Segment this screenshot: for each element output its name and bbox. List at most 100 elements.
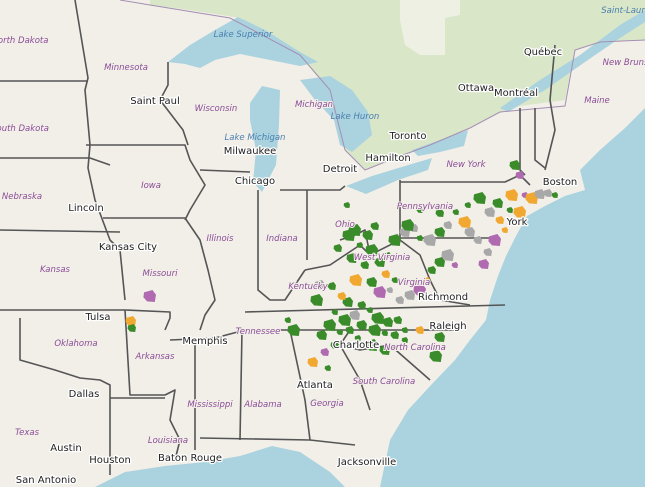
county-green[interactable] bbox=[393, 316, 402, 324]
county-green[interactable] bbox=[434, 332, 446, 342]
county-green[interactable] bbox=[371, 312, 384, 324]
state-label: Nebraska bbox=[2, 192, 42, 202]
county-green[interactable] bbox=[374, 257, 386, 267]
county-orange[interactable] bbox=[381, 270, 390, 278]
county-green[interactable] bbox=[427, 266, 436, 274]
county-green[interactable] bbox=[492, 198, 504, 208]
county-gray[interactable] bbox=[484, 207, 496, 217]
county-green[interactable] bbox=[401, 219, 414, 231]
county-green[interactable] bbox=[401, 327, 408, 333]
county-purple[interactable] bbox=[488, 234, 501, 246]
county-gray[interactable] bbox=[423, 234, 436, 246]
county-orange[interactable] bbox=[423, 277, 430, 283]
county-green[interactable] bbox=[435, 209, 444, 217]
lake-ontario bbox=[412, 130, 468, 156]
county-green[interactable] bbox=[345, 326, 354, 334]
county-orange[interactable] bbox=[349, 274, 362, 286]
county-green[interactable] bbox=[342, 229, 355, 241]
city-label: Boston bbox=[543, 177, 578, 188]
county-gray[interactable] bbox=[464, 227, 476, 237]
county-green[interactable] bbox=[366, 277, 378, 287]
county-green[interactable] bbox=[346, 253, 358, 263]
county-green[interactable] bbox=[368, 324, 381, 336]
county-green[interactable] bbox=[357, 301, 366, 309]
county-green[interactable] bbox=[416, 235, 423, 241]
county-green[interactable] bbox=[324, 365, 331, 371]
county-green[interactable] bbox=[390, 331, 399, 339]
county-green[interactable] bbox=[464, 202, 471, 208]
county-green[interactable] bbox=[336, 329, 343, 335]
county-orange[interactable] bbox=[337, 292, 346, 300]
county-gray[interactable] bbox=[483, 248, 492, 256]
county-gray[interactable] bbox=[395, 296, 404, 304]
county-green[interactable] bbox=[391, 277, 398, 283]
county-gray[interactable] bbox=[534, 189, 546, 199]
county-purple[interactable] bbox=[143, 290, 156, 302]
county-green[interactable] bbox=[416, 207, 423, 213]
county-green[interactable] bbox=[401, 337, 408, 343]
county-green[interactable] bbox=[384, 252, 391, 258]
county-green[interactable] bbox=[381, 330, 388, 336]
county-orange[interactable] bbox=[415, 326, 424, 334]
county-green[interactable] bbox=[343, 202, 350, 208]
county-orange[interactable] bbox=[458, 216, 471, 228]
county-orange[interactable] bbox=[307, 357, 319, 367]
county-green[interactable] bbox=[509, 160, 521, 170]
county-gray[interactable] bbox=[441, 249, 454, 261]
county-purple[interactable] bbox=[478, 259, 490, 269]
water-bodies bbox=[95, 10, 645, 487]
county-gray[interactable] bbox=[386, 287, 393, 293]
county-green[interactable] bbox=[551, 192, 558, 198]
county-green[interactable] bbox=[506, 207, 513, 213]
county-green[interactable] bbox=[366, 307, 373, 313]
county-green[interactable] bbox=[362, 230, 374, 240]
county-green[interactable] bbox=[434, 257, 446, 267]
county-green[interactable] bbox=[473, 192, 486, 204]
county-gray[interactable] bbox=[314, 280, 326, 290]
county-green[interactable] bbox=[434, 227, 446, 237]
county-purple[interactable] bbox=[451, 262, 458, 268]
county-green[interactable] bbox=[310, 294, 323, 306]
county-purple[interactable] bbox=[413, 284, 426, 296]
county-green[interactable] bbox=[287, 324, 300, 336]
county-green[interactable] bbox=[316, 330, 328, 340]
county-orange[interactable] bbox=[513, 206, 526, 218]
county-green[interactable] bbox=[356, 242, 363, 248]
county-green[interactable] bbox=[323, 319, 336, 331]
county-orange[interactable] bbox=[125, 316, 137, 326]
county-gray[interactable] bbox=[443, 221, 452, 229]
county-green[interactable] bbox=[429, 350, 442, 362]
county-orange[interactable] bbox=[505, 189, 518, 201]
county-green[interactable] bbox=[338, 314, 351, 326]
lake-erie bbox=[346, 158, 432, 194]
county-green[interactable] bbox=[388, 234, 401, 246]
county-orange[interactable] bbox=[501, 227, 508, 233]
county-green[interactable] bbox=[327, 282, 336, 290]
state-label: West Virginia bbox=[354, 253, 410, 263]
county-green[interactable] bbox=[452, 209, 459, 215]
county-green[interactable] bbox=[127, 324, 136, 332]
county-green[interactable] bbox=[126, 244, 133, 250]
county-green[interactable] bbox=[365, 244, 378, 256]
county-green[interactable] bbox=[333, 244, 342, 252]
county-orange[interactable] bbox=[495, 216, 504, 224]
county-purple[interactable] bbox=[515, 171, 524, 179]
county-purple[interactable] bbox=[320, 348, 329, 356]
county-green[interactable] bbox=[379, 345, 391, 355]
county-green[interactable] bbox=[382, 317, 394, 327]
county-green[interactable] bbox=[354, 335, 361, 341]
county-gray[interactable] bbox=[543, 189, 552, 197]
county-green[interactable] bbox=[331, 309, 338, 315]
county-green[interactable] bbox=[365, 339, 378, 351]
county-green[interactable] bbox=[356, 320, 368, 330]
county-green[interactable] bbox=[330, 341, 339, 349]
county-green[interactable] bbox=[284, 317, 291, 323]
water-label: Saint-Laurent bbox=[601, 6, 645, 16]
county-gray[interactable] bbox=[349, 310, 361, 320]
county-gray[interactable] bbox=[404, 290, 416, 300]
county-gray[interactable] bbox=[473, 236, 482, 244]
county-green[interactable] bbox=[360, 261, 369, 269]
county-green[interactable] bbox=[370, 222, 379, 230]
county-purple[interactable] bbox=[373, 286, 386, 298]
